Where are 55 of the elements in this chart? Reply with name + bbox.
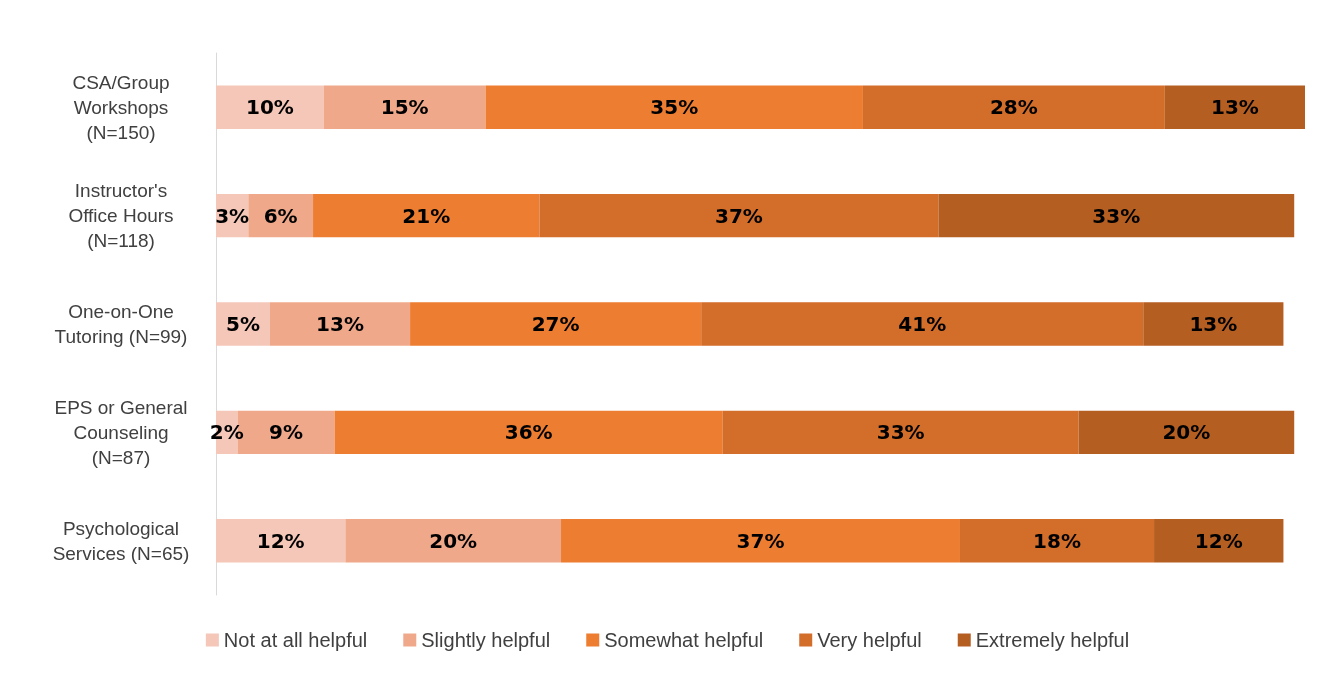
bar <box>345 519 562 563</box>
data-label: 37% <box>736 528 785 553</box>
y-tick-label: Psychological Services (N=65) <box>52 517 190 564</box>
data-label: 28% <box>989 95 1038 120</box>
legend-label: Not at all helpful <box>223 629 368 651</box>
bar <box>701 302 1144 346</box>
bar <box>216 519 346 563</box>
bar <box>334 410 723 455</box>
bar <box>1164 85 1305 129</box>
data-label: 33% <box>876 420 925 445</box>
bar <box>216 85 324 129</box>
y-tick-label: EPS or General Counseling (N=87) <box>54 396 188 468</box>
bar <box>323 85 486 129</box>
bar <box>938 193 1295 238</box>
y-tick-label: One-on-One Tutoring (N=99) <box>54 301 188 347</box>
bar <box>959 519 1155 563</box>
data-label: 2% <box>209 420 244 445</box>
bar <box>539 193 939 238</box>
y-tick-label: CSA/Group Workshops (N=150) <box>72 71 170 143</box>
legend-label: Very helpful <box>817 629 922 651</box>
data-label: 9% <box>269 420 304 445</box>
bar <box>1154 519 1284 563</box>
legend-label: Slightly helpful <box>421 629 551 651</box>
bar <box>1143 302 1284 346</box>
data-label: 12% <box>1194 528 1243 553</box>
bar <box>722 410 1079 455</box>
legend-label: Extremely helpful <box>975 629 1130 651</box>
data-label: 3% <box>215 203 250 228</box>
data-label: 20% <box>429 528 478 553</box>
data-label: 27% <box>531 312 580 336</box>
data-label: 13% <box>1210 95 1259 120</box>
data-label: 21% <box>402 203 451 228</box>
bar <box>561 519 960 563</box>
bar <box>410 302 702 346</box>
data-label: 41% <box>898 312 947 336</box>
data-label: 20% <box>1162 420 1211 445</box>
data-label: 13% <box>316 312 364 336</box>
data-label: 18% <box>1033 528 1081 553</box>
data-label: 12% <box>256 528 305 553</box>
data-label: 5% <box>225 312 260 336</box>
bar <box>313 193 540 238</box>
bar <box>485 85 863 129</box>
y-tick-label: Instructor's Office Hours (N=118) <box>68 180 174 252</box>
data-label: 15% <box>380 95 429 120</box>
bar <box>862 85 1165 129</box>
data-label: 36% <box>504 420 553 445</box>
data-label: 35% <box>650 95 699 120</box>
data-label: 37% <box>715 203 763 228</box>
legend-label: Somewhat helpful <box>604 629 764 651</box>
data-label: 6% <box>263 203 298 228</box>
bar <box>1078 410 1295 455</box>
data-label: 10% <box>245 95 294 120</box>
data-label: 13% <box>1189 312 1238 336</box>
bar <box>269 302 411 346</box>
data-label: 33% <box>1092 203 1141 228</box>
